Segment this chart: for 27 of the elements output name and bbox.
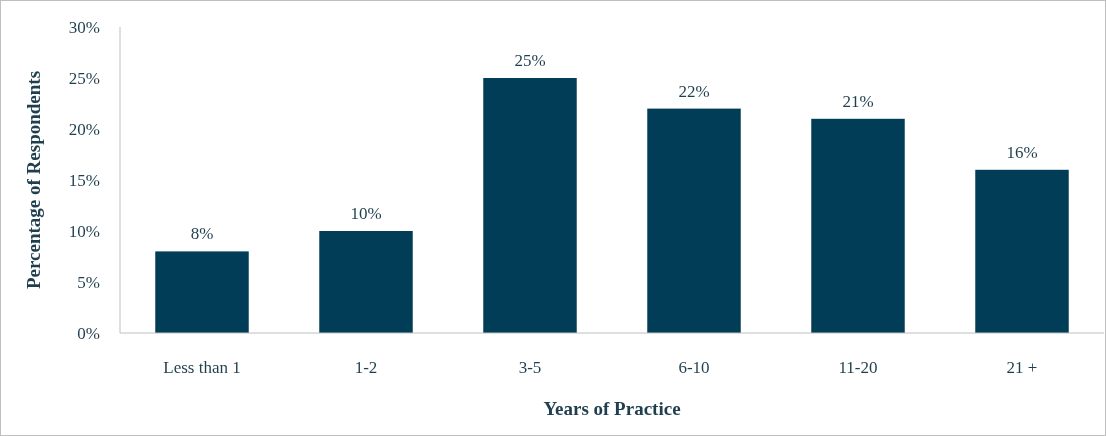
bar	[483, 78, 577, 333]
x-tick-label: Less than 1	[163, 358, 241, 377]
x-axis-title: Years of Practice	[543, 398, 681, 419]
y-tick-label: 0%	[77, 323, 100, 343]
data-label: 8%	[190, 224, 214, 244]
data-label: 22%	[678, 81, 710, 101]
y-axis-title: Percentage of Respondents	[23, 70, 44, 290]
bar	[811, 118, 905, 333]
y-tick-label: 5%	[77, 272, 100, 292]
x-tick-label: 11-20	[838, 358, 878, 377]
data-label: 16%	[1006, 142, 1038, 162]
bar	[155, 251, 249, 333]
x-tick-label: 3-5	[518, 358, 542, 377]
bar	[319, 231, 413, 333]
x-tick-label: 6-10	[678, 358, 710, 377]
x-tick-label: 21 +	[1006, 358, 1038, 377]
y-tick-label: 30%	[68, 17, 100, 37]
data-label: 25%	[514, 51, 546, 70]
x-tick-label: 1-2	[354, 358, 378, 377]
y-tick-label: 10%	[68, 221, 100, 241]
bar	[647, 108, 741, 333]
data-label: 10%	[350, 204, 382, 223]
y-tick-label: 15%	[68, 170, 100, 190]
data-label: 21%	[842, 91, 874, 111]
bar	[975, 169, 1069, 333]
y-tick-label: 25%	[68, 68, 100, 88]
y-tick-label: 20%	[68, 119, 100, 139]
